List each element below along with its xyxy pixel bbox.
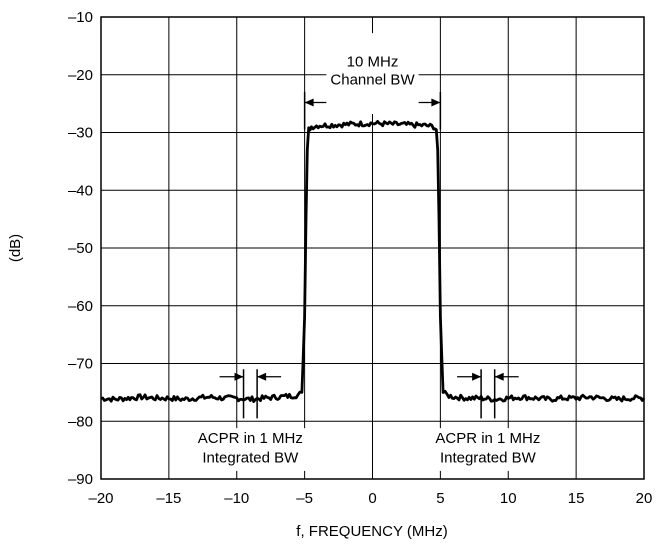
x-tick-label-6: 10 [500,490,517,507]
acpr-left-line2: Integrated BW [202,449,299,466]
y-tick-label-5: –60 [68,298,93,315]
y-tick-label-3: –40 [68,182,93,199]
acpr-right-label-bg [419,428,556,471]
channel-bw-label-bg [326,33,419,115]
acpr-left-label-bg [182,428,319,471]
x-tick-label-2: –10 [224,490,249,507]
x-tick-label-3: –5 [296,490,313,507]
x-axis-title: f, FREQUENCY (MHz) [296,523,447,540]
acpr-left-left-arrow [234,372,244,381]
x-tick-label-0: –20 [88,490,113,507]
y-axis-title: (dB) [7,234,24,262]
y-tick-label-8: –90 [68,471,93,488]
y-tick-label-2: –30 [68,125,93,142]
x-tick-label-5: 5 [436,490,444,507]
x-tick-label-4: 0 [368,490,376,507]
channel-bw-line1: 10 MHz [347,54,399,71]
channel-bw-line2: Channel BW [330,72,415,89]
x-tick-label-1: –15 [156,490,181,507]
y-tick-label-6: –70 [68,356,93,373]
acpr-right-line1: ACPR in 1 MHz [435,430,540,447]
x-tick-label-8: 20 [636,490,653,507]
channel-bw-left-arrow [304,98,314,107]
spectrum-trace [100,120,646,403]
y-tick-label-1: –20 [68,67,93,84]
acpr-right-left-arrow [472,372,482,381]
y-tick-label-7: –80 [68,413,93,430]
acpr-right-line2: Integrated BW [440,449,537,466]
y-tick-label-4: –50 [68,240,93,257]
acpr-left-right-arrow [257,372,267,381]
y-tick-labels: –10 –20 –30 –40 –50 –60 –70 –80 –90 [68,9,93,488]
channel-bw-right-arrow [431,98,441,107]
x-tick-labels: –20 –15 –10 –5 0 5 10 15 20 [88,490,652,507]
y-tick-label-0: –10 [68,9,93,26]
acpr-right-right-arrow [494,372,504,381]
acpr-left-line1: ACPR in 1 MHz [198,430,303,447]
x-tick-label-7: 15 [568,490,585,507]
